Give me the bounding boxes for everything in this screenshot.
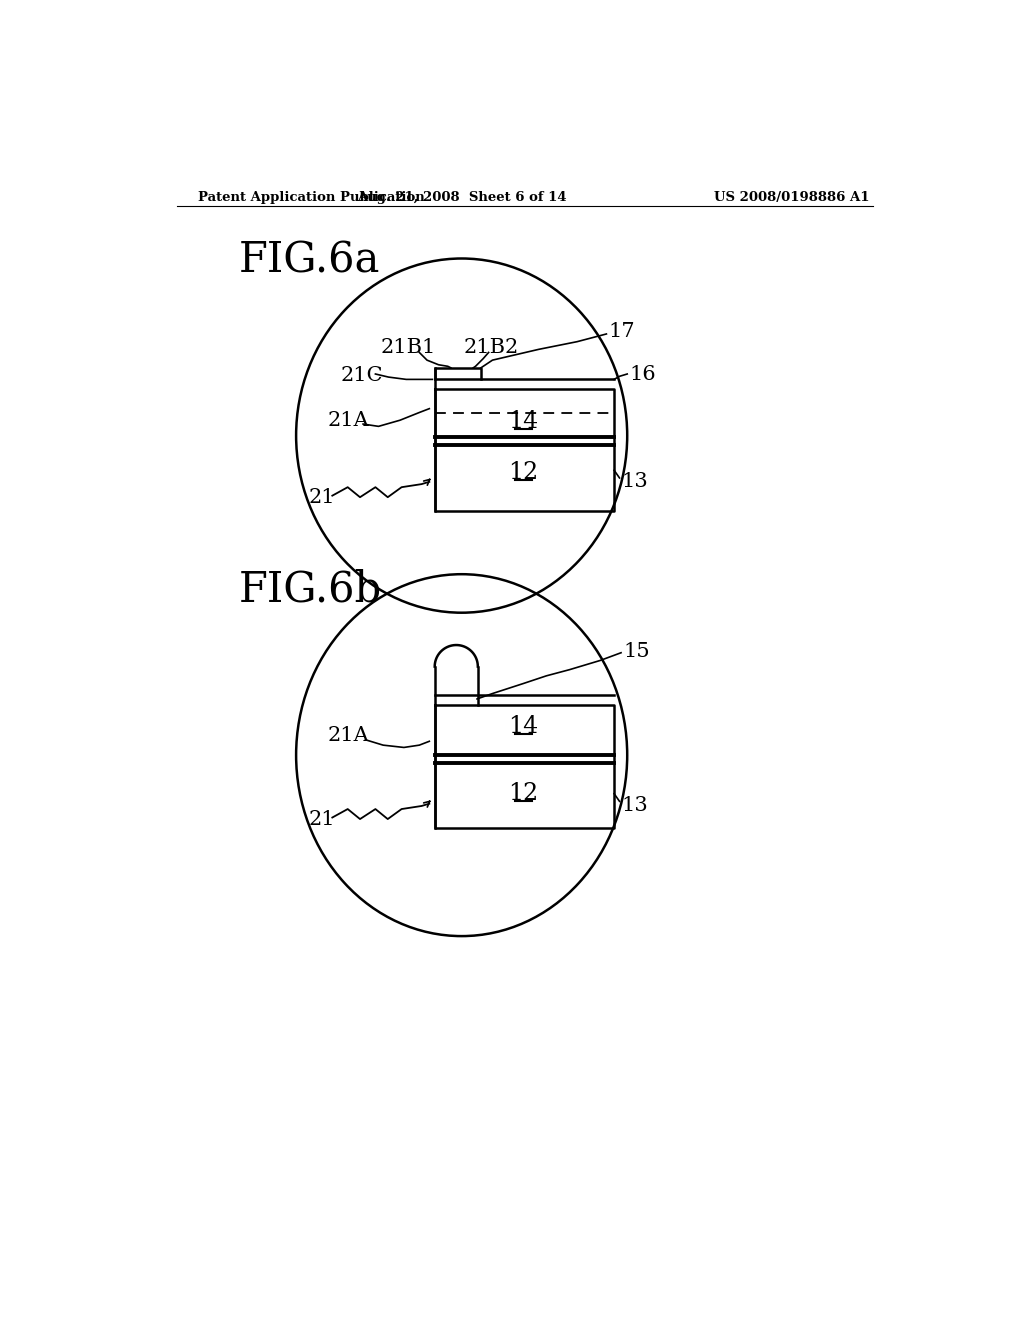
Text: 17: 17 [608,322,635,341]
Text: 16: 16 [630,364,656,384]
Text: 21B1: 21B1 [380,338,435,356]
Text: Patent Application Publication: Patent Application Publication [199,191,425,203]
Text: 21: 21 [308,809,335,829]
Text: 21A: 21A [328,411,370,430]
Text: US 2008/0198886 A1: US 2008/0198886 A1 [715,191,869,203]
Text: 21C: 21C [340,366,383,385]
Text: FIG.6b: FIG.6b [239,568,382,610]
Text: 12: 12 [508,783,539,805]
Text: 13: 13 [622,796,648,814]
Text: 15: 15 [624,642,650,661]
Text: 14: 14 [508,411,539,433]
Text: 21: 21 [308,487,335,507]
Text: 13: 13 [622,473,648,491]
Text: Aug. 21, 2008  Sheet 6 of 14: Aug. 21, 2008 Sheet 6 of 14 [356,191,566,203]
Text: 21B2: 21B2 [463,338,518,356]
Text: 12: 12 [508,461,539,484]
Text: 14: 14 [508,715,539,738]
Text: 21A: 21A [328,726,370,746]
Text: FIG.6a: FIG.6a [239,239,380,281]
